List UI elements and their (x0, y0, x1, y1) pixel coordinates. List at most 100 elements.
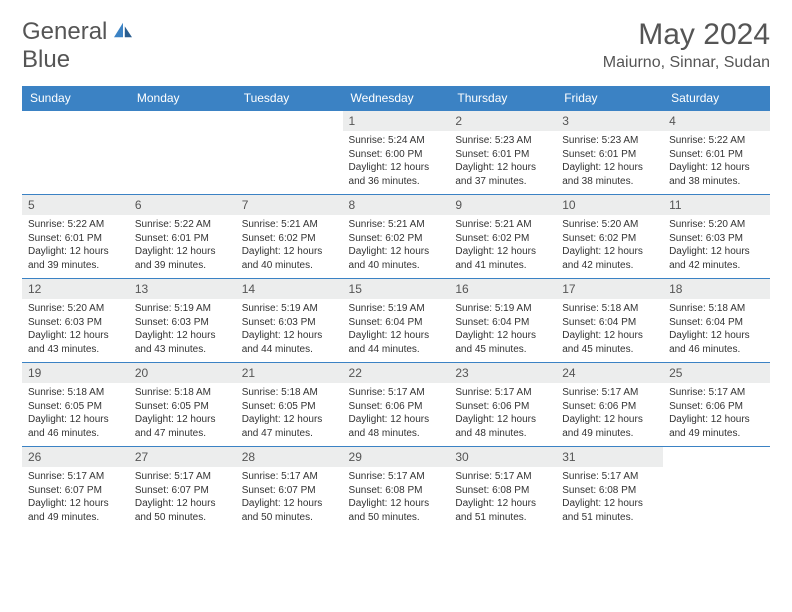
sunset-line: Sunset: 6:01 PM (455, 149, 529, 160)
day-body: Sunrise: 5:17 AMSunset: 6:06 PMDaylight:… (556, 383, 663, 446)
sunrise-line: Sunrise: 5:21 AM (349, 219, 425, 230)
week-row: 26Sunrise: 5:17 AMSunset: 6:07 PMDayligh… (22, 447, 770, 531)
day-body: Sunrise: 5:17 AMSunset: 6:06 PMDaylight:… (343, 383, 450, 446)
sunset-line: Sunset: 6:06 PM (669, 401, 743, 412)
day-number: 7 (236, 195, 343, 215)
day-number: 27 (129, 447, 236, 467)
day-cell: 17Sunrise: 5:18 AMSunset: 6:04 PMDayligh… (556, 279, 663, 363)
day-cell: 6Sunrise: 5:22 AMSunset: 6:01 PMDaylight… (129, 195, 236, 279)
sunrise-line: Sunrise: 5:22 AM (669, 135, 745, 146)
sunrise-line: Sunrise: 5:19 AM (455, 303, 531, 314)
day-number (22, 111, 129, 131)
daylight-line: Daylight: 12 hours and 49 minutes. (28, 498, 109, 523)
day-number: 19 (22, 363, 129, 383)
day-cell (129, 111, 236, 195)
sunset-line: Sunset: 6:07 PM (242, 485, 316, 496)
day-body: Sunrise: 5:20 AMSunset: 6:03 PMDaylight:… (663, 215, 770, 278)
day-cell (22, 111, 129, 195)
day-body: Sunrise: 5:22 AMSunset: 6:01 PMDaylight:… (22, 215, 129, 278)
day-number: 10 (556, 195, 663, 215)
daylight-line: Daylight: 12 hours and 36 minutes. (349, 162, 430, 187)
day-header-cell: Wednesday (343, 86, 450, 111)
day-number: 25 (663, 363, 770, 383)
day-body: Sunrise: 5:18 AMSunset: 6:05 PMDaylight:… (129, 383, 236, 446)
sunrise-line: Sunrise: 5:23 AM (455, 135, 531, 146)
day-cell: 12Sunrise: 5:20 AMSunset: 6:03 PMDayligh… (22, 279, 129, 363)
day-body: Sunrise: 5:21 AMSunset: 6:02 PMDaylight:… (343, 215, 450, 278)
day-cell: 31Sunrise: 5:17 AMSunset: 6:08 PMDayligh… (556, 447, 663, 531)
sunset-line: Sunset: 6:03 PM (135, 317, 209, 328)
daylight-line: Daylight: 12 hours and 48 minutes. (455, 414, 536, 439)
day-body: Sunrise: 5:23 AM Sunset: 6:01 PM Daylight:… (449, 131, 556, 194)
title-block: May 2024 Maiurno, Sinnar, Sudan (603, 18, 770, 72)
day-body: Sunrise: 5:17 AMSunset: 6:07 PMDaylight:… (236, 467, 343, 530)
day-header-cell: Tuesday (236, 86, 343, 111)
day-body: Sunrise: 5:17 AMSunset: 6:08 PMDaylight:… (449, 467, 556, 530)
day-header-row: SundayMondayTuesdayWednesdayThursdayFrid… (22, 86, 770, 111)
daylight-line: Daylight: 12 hours and 37 minutes. (455, 162, 536, 187)
day-number: 16 (449, 279, 556, 299)
day-cell: 19Sunrise: 5:18 AMSunset: 6:05 PMDayligh… (22, 363, 129, 447)
day-number: 2 (449, 111, 556, 131)
sunrise-line: Sunrise: 5:23 AM (562, 135, 638, 146)
daylight-line: Daylight: 12 hours and 43 minutes. (135, 330, 216, 355)
daylight-line: Daylight: 12 hours and 41 minutes. (455, 246, 536, 271)
sunset-line: Sunset: 6:06 PM (349, 401, 423, 412)
day-number: 14 (236, 279, 343, 299)
daylight-line: Daylight: 12 hours and 43 minutes. (28, 330, 109, 355)
daylight-line: Daylight: 12 hours and 40 minutes. (242, 246, 323, 271)
sunset-line: Sunset: 6:03 PM (28, 317, 102, 328)
sunset-line: Sunset: 6:07 PM (135, 485, 209, 496)
sunrise-line: Sunrise: 5:17 AM (242, 471, 318, 482)
day-number: 23 (449, 363, 556, 383)
day-body: Sunrise: 5:19 AMSunset: 6:04 PMDaylight:… (343, 299, 450, 362)
day-body: Sunrise: 5:22 AMSunset: 6:01 PMDaylight:… (129, 215, 236, 278)
sunset-line: Sunset: 6:02 PM (562, 233, 636, 244)
sunset-line: Sunset: 6:05 PM (242, 401, 316, 412)
sunset-line: Sunset: 6:04 PM (669, 317, 743, 328)
sunset-line: Sunset: 6:02 PM (455, 233, 529, 244)
sunset-line: Sunset: 6:03 PM (669, 233, 743, 244)
daylight-line: Daylight: 12 hours and 39 minutes. (135, 246, 216, 271)
day-number (236, 111, 343, 131)
day-cell: 20Sunrise: 5:18 AMSunset: 6:05 PMDayligh… (129, 363, 236, 447)
daylight-line: Daylight: 12 hours and 38 minutes. (669, 162, 750, 187)
sunrise-line: Sunrise: 5:18 AM (135, 387, 211, 398)
day-number: 22 (343, 363, 450, 383)
logo: General Blue (22, 18, 134, 74)
day-cell: 26Sunrise: 5:17 AMSunset: 6:07 PMDayligh… (22, 447, 129, 531)
day-body: Sunrise: 5:17 AMSunset: 6:08 PMDaylight:… (343, 467, 450, 530)
day-cell: 27Sunrise: 5:17 AMSunset: 6:07 PMDayligh… (129, 447, 236, 531)
day-number: 1 (343, 111, 450, 131)
daylight-line: Daylight: 12 hours and 50 minutes. (135, 498, 216, 523)
day-cell: 13Sunrise: 5:19 AMSunset: 6:03 PMDayligh… (129, 279, 236, 363)
sunrise-line: Sunrise: 5:17 AM (455, 387, 531, 398)
day-body: Sunrise: 5:18 AMSunset: 6:04 PMDaylight:… (556, 299, 663, 362)
sunset-line: Sunset: 6:08 PM (562, 485, 636, 496)
daylight-line: Daylight: 12 hours and 42 minutes. (562, 246, 643, 271)
daylight-line: Daylight: 12 hours and 47 minutes. (242, 414, 323, 439)
sunrise-line: Sunrise: 5:17 AM (669, 387, 745, 398)
day-number: 20 (129, 363, 236, 383)
daylight-line: Daylight: 12 hours and 47 minutes. (135, 414, 216, 439)
day-cell (236, 111, 343, 195)
day-number: 12 (22, 279, 129, 299)
sunset-line: Sunset: 6:01 PM (669, 149, 743, 160)
sunset-line: Sunset: 6:04 PM (562, 317, 636, 328)
sunrise-line: Sunrise: 5:19 AM (349, 303, 425, 314)
day-number: 4 (663, 111, 770, 131)
day-cell: 2 Sunrise: 5:23 AM Sunset: 6:01 PM Daylight… (449, 111, 556, 195)
day-header-cell: Sunday (22, 86, 129, 111)
day-number: 15 (343, 279, 450, 299)
calendar-table: SundayMondayTuesdayWednesdayThursdayFrid… (22, 86, 770, 530)
day-body: Sunrise: 5:24 AMSunset: 6:00 PMDaylight:… (343, 131, 450, 194)
day-cell: 28Sunrise: 5:17 AMSunset: 6:07 PMDayligh… (236, 447, 343, 531)
daylight-line: Daylight: 12 hours and 49 minutes. (562, 414, 643, 439)
day-body: Sunrise: 5:19 AMSunset: 6:03 PMDaylight:… (236, 299, 343, 362)
day-number: 21 (236, 363, 343, 383)
daylight-line: Daylight: 12 hours and 44 minutes. (349, 330, 430, 355)
week-row: 19Sunrise: 5:18 AMSunset: 6:05 PMDayligh… (22, 363, 770, 447)
day-body: Sunrise: 5:18 AMSunset: 6:05 PMDaylight:… (22, 383, 129, 446)
logo-text-a: General (22, 18, 107, 45)
daylight-line: Daylight: 12 hours and 51 minutes. (455, 498, 536, 523)
